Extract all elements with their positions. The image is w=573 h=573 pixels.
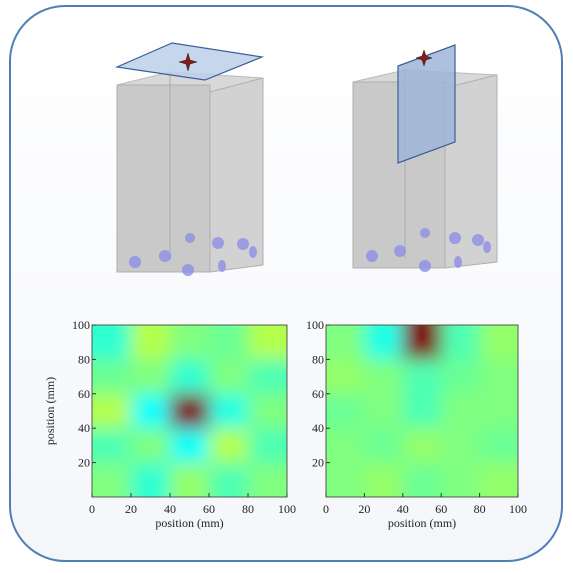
heatmap-cell bbox=[441, 394, 479, 428]
heatmap-cell bbox=[403, 359, 441, 393]
heatmap-cell bbox=[441, 428, 479, 462]
x-tick-label: 20 bbox=[125, 502, 137, 516]
y-tick-label: 20 bbox=[312, 456, 324, 470]
y-axis-label: position (mm) bbox=[43, 377, 57, 445]
x-tick-label: 80 bbox=[474, 502, 486, 516]
heatmap-cell bbox=[209, 359, 248, 393]
y-tick-label: 60 bbox=[78, 387, 90, 401]
heatmap-cell bbox=[403, 394, 441, 428]
heatmap-cell bbox=[364, 394, 402, 428]
heatmap-cells bbox=[312, 311, 532, 511]
x-tick-label: 20 bbox=[358, 502, 370, 516]
figure: 0 20 40 60 80 100 20 40 60 80 100 position (mm) posi… bbox=[0, 0, 573, 568]
y-tick-label: 40 bbox=[78, 421, 90, 435]
y-tick-label: 80 bbox=[78, 352, 90, 366]
heatmap-cell bbox=[403, 428, 441, 462]
y-tick-label: 40 bbox=[312, 421, 324, 435]
heatmap bbox=[312, 311, 532, 511]
heatmap-cell bbox=[170, 428, 209, 462]
heatmap-cell bbox=[441, 359, 479, 393]
heatmap-cell bbox=[131, 394, 170, 428]
screen: 0 20 40 60 80 100 20 40 60 80 100 position (mm) posi… bbox=[0, 0, 573, 568]
heatmap-cell bbox=[364, 359, 402, 393]
heatmap-cell bbox=[209, 428, 248, 462]
heatmap-cell bbox=[170, 394, 209, 428]
x-tick-label: 80 bbox=[242, 502, 254, 516]
y-tick-label: 100 bbox=[72, 318, 90, 332]
x-tick-label: 40 bbox=[397, 502, 409, 516]
heatmap-cell bbox=[170, 359, 209, 393]
box-right bbox=[353, 45, 497, 272]
x-tick-label: 100 bbox=[278, 502, 296, 516]
heatmap-cells bbox=[78, 311, 301, 511]
x-tick-label: 0 bbox=[89, 502, 95, 516]
heatmap-cell bbox=[131, 359, 170, 393]
x-tick-label: 40 bbox=[164, 502, 176, 516]
x-tick-label: 60 bbox=[435, 502, 447, 516]
x-tick-label: 100 bbox=[509, 502, 527, 516]
x-axis-label: position (mm) bbox=[155, 516, 223, 530]
y-tick-label: 60 bbox=[312, 387, 324, 401]
heatmap-cell bbox=[364, 428, 402, 462]
x-tick-label: 0 bbox=[323, 502, 329, 516]
heatmap bbox=[78, 311, 301, 511]
heatmap-cell bbox=[209, 394, 248, 428]
y-tick-label: 80 bbox=[312, 352, 324, 366]
x-axis-label: position (mm) bbox=[388, 516, 456, 530]
y-tick-label: 100 bbox=[306, 318, 324, 332]
y-tick-label: 20 bbox=[78, 456, 90, 470]
heatmap-cell bbox=[131, 428, 170, 462]
x-tick-label: 60 bbox=[203, 502, 215, 516]
